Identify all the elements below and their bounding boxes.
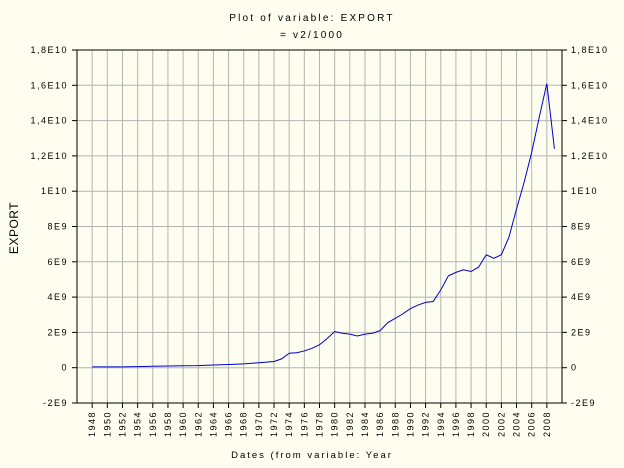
- x-tick-label: 1988: [390, 411, 400, 437]
- x-tick-label: 1992: [421, 411, 431, 437]
- x-tick-label: 1980: [330, 411, 340, 437]
- x-tick-label: 1978: [315, 411, 325, 437]
- y-tick-label-right: -2E9: [571, 398, 596, 408]
- chart-subtitle: = v2/1000: [280, 30, 344, 41]
- grid: [77, 49, 562, 404]
- x-tick-label: 1948: [87, 411, 97, 437]
- x-tick-label: 2008: [542, 411, 552, 437]
- x-tick-label: 1986: [375, 411, 385, 437]
- x-tick-label: 1994: [436, 411, 446, 437]
- y-axis-title: EXPORT: [7, 202, 21, 254]
- x-tick-label: 1958: [163, 411, 173, 437]
- y-tick-label-right: 0: [571, 363, 578, 373]
- x-tick-label: 1966: [224, 411, 234, 437]
- x-tick-label: 1974: [284, 411, 294, 437]
- y-axis-right: -2E9 0 2E9 4E9 6E9 8E9 1E10 1,2E10 1,4E10 1,6E10 1…: [562, 45, 609, 408]
- y-tick-label-right: 6E9: [571, 257, 592, 267]
- x-axis: 1948 1950 1952 1954 1956 1958 1960 1962 1964 1966…: [87, 403, 552, 437]
- x-tick-label: 1962: [193, 411, 203, 437]
- y-tick-label-left: 4E9: [47, 292, 68, 302]
- y-tick-label-right: 1E10: [571, 186, 598, 196]
- x-tick-label: 1950: [102, 411, 112, 437]
- x-tick-label: 1976: [299, 411, 309, 437]
- x-tick-label: 1972: [269, 411, 279, 437]
- x-tick-label: 1956: [148, 411, 158, 437]
- y-tick-label-left: 6E9: [47, 257, 68, 267]
- y-tick-label-left: -2E9: [43, 398, 68, 408]
- x-tick-label: 1970: [254, 411, 264, 437]
- y-tick-label-left: 1,8E10: [30, 45, 68, 55]
- y-tick-label-right: 1,8E10: [571, 45, 609, 55]
- x-tick-label: 1998: [466, 411, 476, 437]
- x-tick-label: 1960: [178, 411, 188, 437]
- y-tick-label-left: 0: [61, 363, 68, 373]
- x-tick-label: 2006: [527, 411, 537, 437]
- y-tick-label-right: 4E9: [571, 292, 592, 302]
- x-tick-label: 1984: [360, 411, 370, 437]
- y-tick-label-left: 1,4E10: [30, 116, 68, 126]
- x-tick-label: 1982: [345, 411, 355, 437]
- x-tick-label: 2004: [512, 411, 522, 437]
- y-tick-label-right: 1,4E10: [571, 116, 609, 126]
- chart-title: Plot of variable: EXPORT: [229, 13, 394, 24]
- y-tick-label-right: 1,2E10: [571, 151, 609, 161]
- y-tick-label-right: 8E9: [571, 222, 592, 232]
- x-tick-label: 1996: [451, 411, 461, 437]
- y-tick-label-right: 2E9: [571, 327, 592, 337]
- x-axis-title: Dates (from variable: Year: [231, 450, 393, 461]
- y-tick-label-left: 1E10: [41, 186, 68, 196]
- series-line-export: [92, 83, 555, 368]
- y-tick-label-right: 1,6E10: [571, 80, 609, 90]
- y-tick-label-left: 1,6E10: [30, 80, 68, 90]
- x-tick-label: 1954: [133, 411, 143, 437]
- y-tick-label-left: 1,2E10: [30, 151, 68, 161]
- y-axis-left: -2E9 0 2E9 4E9 6E9 8E9 1E10 1,2E10 1,4E10 1,6E10 1…: [30, 45, 77, 408]
- y-tick-label-left: 8E9: [47, 222, 68, 232]
- x-tick-label: 2000: [481, 411, 491, 437]
- y-tick-label-left: 2E9: [47, 327, 68, 337]
- x-tick-label: 1952: [117, 411, 127, 437]
- x-tick-label: 1968: [239, 411, 249, 437]
- x-tick-label: 1964: [208, 411, 218, 437]
- x-tick-label: 2002: [496, 411, 506, 437]
- x-tick-label: 1990: [405, 411, 415, 437]
